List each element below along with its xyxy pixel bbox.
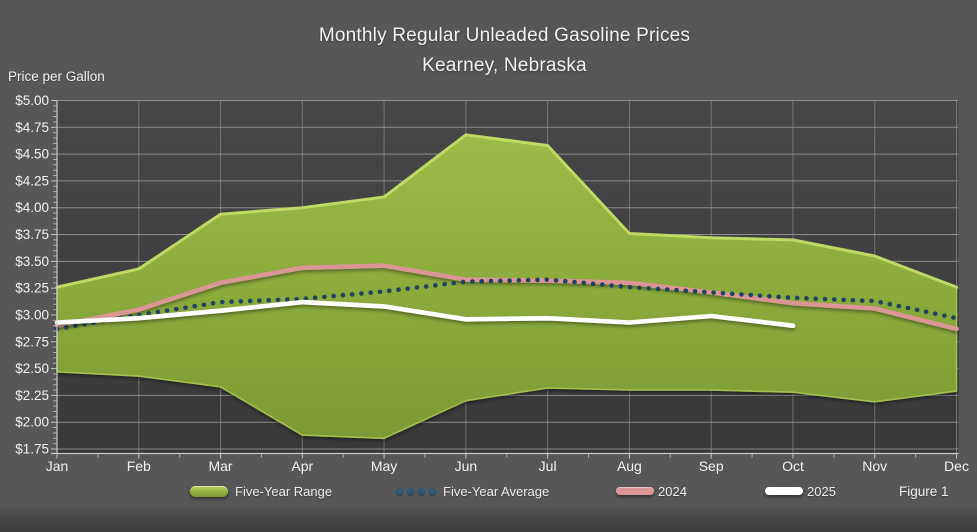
month-label: Nov <box>862 458 887 474</box>
y-tick-label: $2.75 <box>15 334 49 349</box>
y-tick-label: $4.75 <box>15 120 49 135</box>
figure-label: Figure 1 <box>899 484 949 499</box>
legend: Five-Year Range Five-Year Average 2024 2… <box>0 481 977 501</box>
y-tick-label: $2.25 <box>15 388 49 403</box>
chart-subtitle: Kearney, Nebraska <box>422 55 587 76</box>
y-tick-label: $4.00 <box>15 200 49 215</box>
month-label: Jul <box>539 458 557 474</box>
line-2024 <box>54 263 959 332</box>
five-year-average-line <box>54 277 959 332</box>
y-tick-label: $2.00 <box>15 415 49 430</box>
month-label: Jun <box>455 458 478 474</box>
legend-item-2024: 2024 <box>616 481 687 501</box>
month-label: Oct <box>782 458 804 474</box>
y-axis-title: Price per Gallon <box>8 69 105 84</box>
month-label: Sep <box>699 458 724 474</box>
legend-item-2025: 2025 <box>765 481 836 501</box>
y-tick-label: $5.00 <box>15 93 49 108</box>
legend-item-five-year-range: Five-Year Range <box>190 481 332 501</box>
chart-title: Monthly Regular Unleaded Gasoline Prices <box>318 25 691 46</box>
y-tick-label: $2.50 <box>15 361 49 376</box>
y-tick-label: $3.50 <box>15 254 49 269</box>
legend-item-five-year-average: Five-Year Average <box>396 481 549 501</box>
y-tick-label: $3.00 <box>15 307 49 322</box>
y-tick-label: $1.75 <box>15 442 49 457</box>
month-label: Mar <box>208 458 232 474</box>
five-year-range-top-highlight <box>55 133 958 289</box>
month-label: Apr <box>291 458 313 474</box>
month-label: May <box>371 458 397 474</box>
line-2025-swatch-icon <box>765 487 803 495</box>
month-label: Aug <box>617 458 642 474</box>
five-year-average-dots-icon <box>396 487 440 495</box>
month-label: Feb <box>127 458 151 474</box>
y-tick-label: $4.25 <box>15 173 49 188</box>
legend-label-2025: 2025 <box>807 483 836 499</box>
month-label: Dec <box>944 458 969 474</box>
chart-title-block: Monthly Regular Unleaded Gasoline Prices… <box>32 21 977 81</box>
line-2025 <box>54 299 796 329</box>
legend-label-five-year-range: Five-Year Range <box>235 483 333 499</box>
five-year-range-swatch-icon <box>190 485 228 497</box>
legend-label-five-year-average: Five-Year Average <box>443 483 550 499</box>
legend-label-2024: 2024 <box>658 483 687 499</box>
month-label: Jan <box>46 458 69 474</box>
y-tick-label: $3.75 <box>15 227 49 242</box>
y-tick-label: $3.25 <box>15 281 49 296</box>
y-tick-label: $4.50 <box>15 147 49 162</box>
line-2024-swatch-icon <box>616 487 654 495</box>
